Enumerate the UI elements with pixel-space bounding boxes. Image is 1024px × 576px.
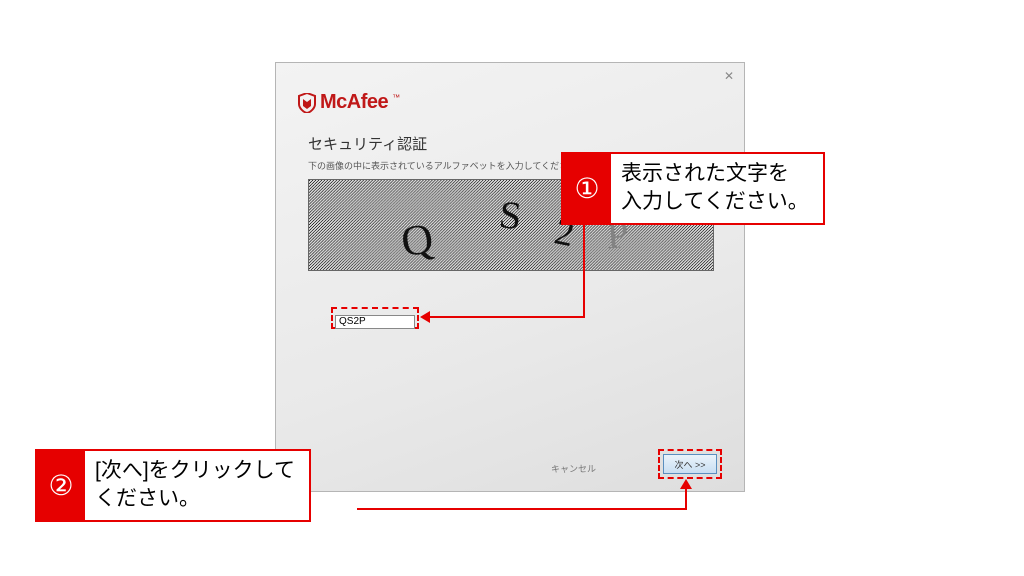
connector-line	[430, 316, 585, 318]
annotation-line: 表示された文字を	[621, 162, 789, 185]
captcha-char: S	[497, 192, 524, 238]
annotation-step-1: ① 表示された文字を 入力してください。	[561, 152, 825, 225]
captcha-input[interactable]	[335, 315, 415, 329]
next-button[interactable]: 次へ >>	[663, 454, 717, 474]
annotation-line: [次へ]をクリックして	[95, 459, 295, 482]
annotation-text-2: [次へ]をクリックして ください。	[85, 451, 309, 520]
next-button-highlight: 次へ >>	[658, 449, 722, 479]
arrow-icon	[680, 479, 692, 489]
close-icon[interactable]: ✕	[722, 69, 736, 83]
arrow-icon	[420, 311, 430, 323]
brand-tm: ™	[392, 93, 400, 102]
annotation-text-1: 表示された文字を 入力してください。	[611, 154, 823, 223]
connector-line	[583, 218, 585, 318]
annotation-badge-1: ①	[563, 154, 611, 223]
brand-name: McAfee	[320, 91, 388, 114]
dialog-title: セキュリティ認証	[308, 133, 427, 154]
annotation-line: ください。	[95, 487, 200, 510]
annotation-line: 入力してください。	[621, 190, 809, 213]
captcha-dialog: ✕ McAfee ™ セキュリティ認証 下の画像の中に表示されているアルファベッ…	[275, 62, 745, 492]
dialog-instruction: 下の画像の中に表示されているアルファベットを入力してください:	[308, 159, 580, 172]
cancel-button[interactable]: キャンセル	[551, 462, 596, 475]
captcha-input-highlight	[331, 307, 419, 329]
connector-line	[357, 508, 687, 510]
shield-icon	[298, 93, 316, 113]
captcha-char: Q	[398, 215, 436, 266]
annotation-badge-2: ②	[37, 451, 85, 520]
connector-line	[685, 488, 687, 510]
annotation-step-2: ② [次へ]をクリックして ください。	[35, 449, 311, 522]
brand-logo: McAfee ™	[298, 91, 400, 114]
